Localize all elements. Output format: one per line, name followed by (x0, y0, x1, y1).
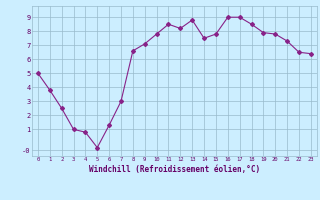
X-axis label: Windchill (Refroidissement éolien,°C): Windchill (Refroidissement éolien,°C) (89, 165, 260, 174)
